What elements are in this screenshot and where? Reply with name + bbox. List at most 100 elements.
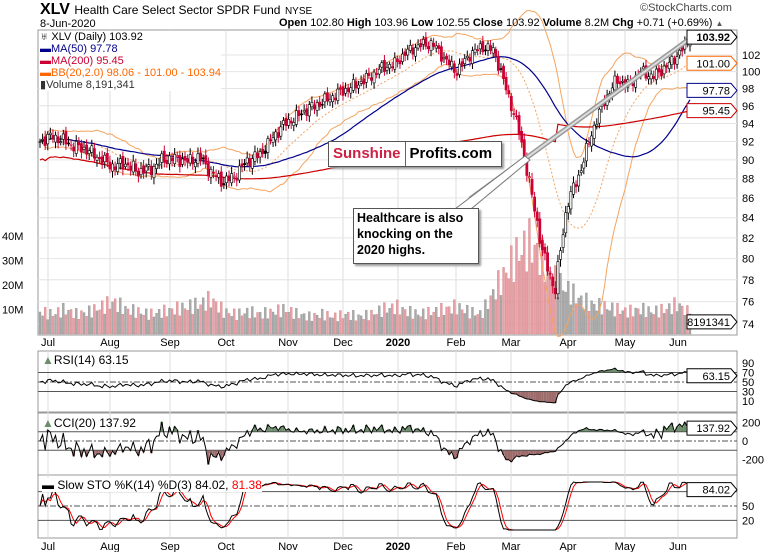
volume-bar (621, 310, 624, 335)
volume-bar (323, 320, 327, 335)
volume-bar (629, 304, 632, 335)
x-tick-top: Oct (217, 337, 234, 349)
candle-body (201, 157, 205, 160)
candle-body (507, 90, 511, 95)
candle-body (385, 67, 389, 71)
candle-body (357, 84, 360, 89)
volume-bar (367, 320, 371, 335)
candle-body (144, 166, 148, 172)
volume-bar (129, 314, 132, 335)
candle-body (512, 113, 516, 115)
ma200-tag-box (686, 103, 738, 119)
volume-bar (683, 315, 686, 335)
rsi-title: ▲RSI(14) 63.15 (42, 353, 129, 367)
candle-body (43, 136, 47, 146)
volume-bar (391, 303, 394, 335)
x-tick-bottom: 2020 (386, 541, 410, 552)
cci-tag-box (686, 420, 738, 436)
candle-body (439, 46, 443, 62)
volume-tick: 20M (2, 280, 23, 292)
candle-body (116, 163, 120, 172)
cci-y-tick: -200 (742, 455, 764, 467)
volume-bar (157, 309, 161, 335)
y-tick: 74 (742, 319, 754, 331)
candle-body (351, 79, 355, 91)
volume-bar (163, 304, 166, 335)
x-tick-bottom: Jun (669, 541, 687, 552)
volume-bar (468, 318, 472, 335)
volume-bar (54, 314, 57, 335)
volume-bar (603, 301, 606, 335)
volume-bar (67, 309, 70, 335)
candle-body (553, 287, 557, 295)
sto-k-line (39, 481, 691, 531)
volume-bar (460, 309, 464, 335)
volume-tag: 8191341 (687, 317, 730, 329)
volume-bar (665, 309, 668, 335)
volume-bar (62, 302, 65, 335)
cci-y-tick: 200 (742, 417, 760, 429)
candle-body (92, 148, 96, 159)
candle-body (460, 61, 464, 67)
sto-d-title: 81.38 (231, 478, 262, 492)
volume-bar (305, 320, 308, 335)
volume-bar (240, 315, 244, 335)
volume-bar (282, 303, 285, 335)
volume-bar (64, 314, 68, 335)
candle-body (302, 110, 306, 113)
volume-bar (662, 313, 666, 335)
price-tag: 103.92 (696, 32, 730, 44)
candle-body (181, 158, 184, 165)
candle-body (217, 173, 221, 178)
high-label: High (346, 17, 372, 29)
rsi-y-tick: 70 (742, 368, 754, 380)
open-label: Open (279, 17, 308, 29)
candle-body (660, 69, 663, 77)
volume-bar (574, 303, 578, 335)
candle-body (206, 162, 210, 177)
volume-bar (277, 304, 280, 335)
candle-body (621, 80, 625, 83)
candle-body (54, 134, 57, 143)
volume-bar (577, 297, 580, 335)
candle-body (616, 75, 619, 84)
volume-bar (59, 317, 62, 335)
candle-body (266, 138, 270, 153)
candle-body (238, 165, 241, 181)
volume-bar (440, 302, 443, 335)
legend-volume: ▮Volume 8,191,341 (40, 79, 221, 91)
volume-bar (126, 308, 130, 335)
volume-bar (650, 312, 653, 335)
volume-bar (69, 309, 73, 335)
rsi-y-tick: 50 (742, 377, 754, 389)
volume-bar (331, 317, 334, 335)
volume-bar (595, 310, 598, 335)
volume-bar (147, 319, 150, 335)
volume-bar (170, 308, 174, 335)
volume-bar (414, 309, 417, 335)
candle-body (556, 261, 560, 295)
candle-body (139, 168, 143, 176)
volume-bar (261, 318, 264, 335)
volume-bar (525, 271, 529, 335)
volume-bar (567, 281, 570, 335)
candle-body (157, 163, 161, 166)
x-tick-bottom: Apr (559, 541, 576, 552)
volume-bar (543, 282, 547, 335)
candle-body (121, 156, 125, 170)
legend-volume-text: Volume 8,191,341 (46, 79, 135, 91)
volume-bar (75, 308, 78, 335)
volume-bar (463, 313, 466, 335)
volume-bar (427, 307, 430, 335)
x-tick-top: Sep (160, 337, 180, 349)
volume-bar (396, 299, 399, 335)
candle-body (103, 154, 107, 163)
candle-body (491, 47, 495, 54)
candle-body (175, 155, 179, 157)
candle-body (46, 134, 50, 145)
volume-bar (378, 305, 381, 335)
volume-bar (56, 307, 60, 335)
volume-bar (561, 290, 565, 335)
candle-body (592, 124, 596, 139)
